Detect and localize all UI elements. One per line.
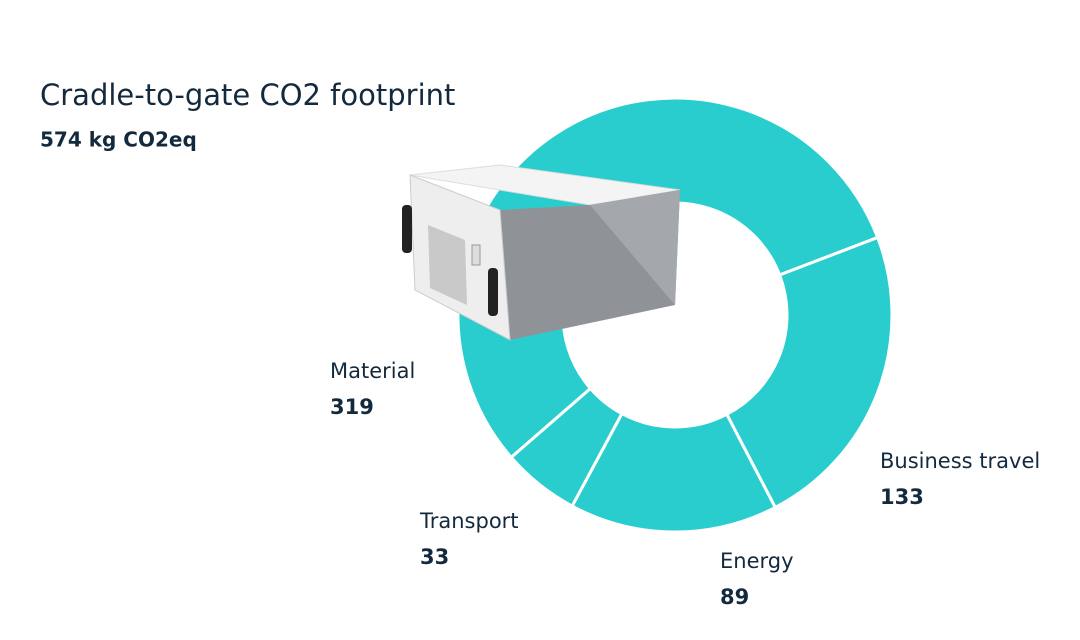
slice [724,235,894,510]
product-image [402,164,681,341]
value-label: 33 [420,545,449,569]
value-label: 319 [330,395,374,419]
slice [509,386,624,509]
value-label: 89 [720,585,749,609]
chart-title: Cradle-to-gate CO2 footprint [40,78,455,112]
slice [570,411,778,534]
category-label: Material [330,359,415,383]
category-label: Transport [419,509,519,533]
chart-subtitle: 574 kg CO2eq [40,128,197,152]
value-label: 133 [880,485,924,509]
category-label: Energy [720,549,794,573]
category-label: Business travel [880,449,1040,473]
